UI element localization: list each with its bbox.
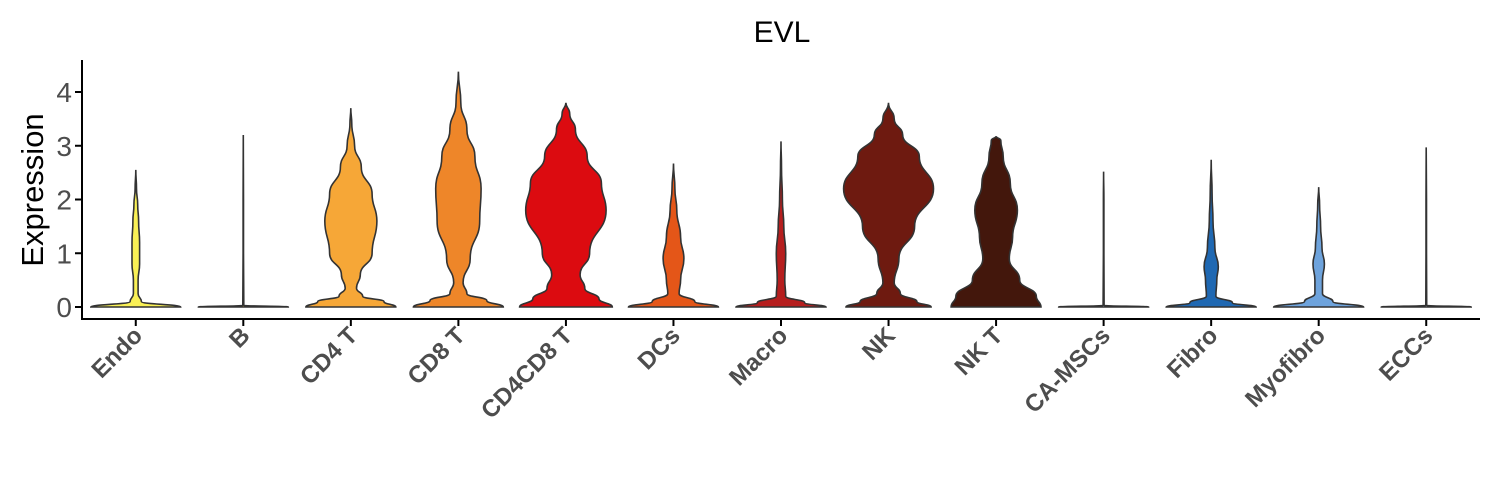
x-tick-label: Macro [724,322,793,391]
x-tick-label: DCs [633,322,686,375]
x-tick-label: Myofibro [1240,322,1331,413]
x-tick-label: CA-MSCs [1019,322,1115,418]
violin-cd8-t [412,71,505,308]
y-axis-ticks: 0 1 2 3 4 [56,77,82,323]
x-tick-label: CD8 T [403,322,471,390]
x-tick-label: ECCs [1374,322,1438,386]
violin-fibro [1165,158,1257,308]
y-axis-label: Expression [15,113,50,266]
violin-b [197,134,290,308]
violin-nk [842,101,935,308]
x-tick-label: CD4CD8 T [476,322,578,424]
x-tick-label: Endo [86,322,148,384]
violin-nk-t [950,135,1042,308]
chart-title: EVL [754,16,811,49]
y-tick-label: 1 [56,238,72,269]
violin-myofibro [1272,186,1365,308]
y-tick-label: 3 [56,131,72,162]
y-tick-label: 0 [56,292,72,323]
x-axis-ticks: Endo B CD4 T CD8 T CD4CD8 T DCs Macro NK NK T CA-… [86,319,1438,424]
x-tick-label: B [224,322,255,353]
x-tick-label: NK [857,322,901,366]
violin-group [89,71,1473,308]
violin-dcs [627,162,720,308]
violin-cd4-t [305,107,397,308]
violin-macro [735,140,827,308]
violin-cd4cd8-t [518,101,614,308]
violin-ca-mscs [1057,170,1150,308]
violin-eccs [1380,146,1473,308]
x-tick-label: Fibro [1162,322,1224,384]
x-tick-label: CD4 T [295,322,363,390]
y-tick-label: 2 [56,185,72,216]
violin-endo [89,169,182,308]
y-tick-label: 4 [56,77,72,108]
x-tick-label: NK T [950,322,1009,381]
